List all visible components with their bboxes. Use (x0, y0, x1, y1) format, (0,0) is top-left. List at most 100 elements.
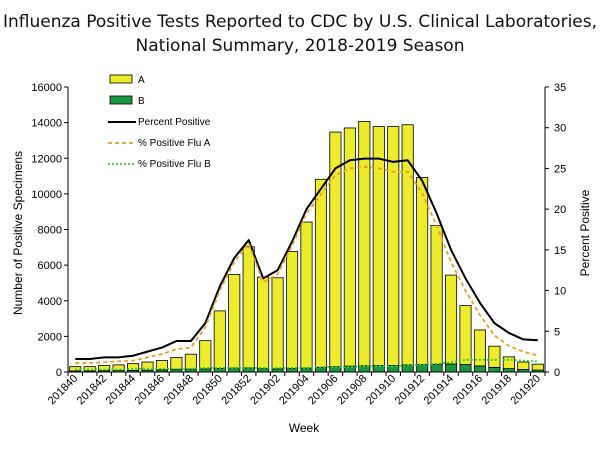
y-tick-label: 12000 (31, 153, 62, 165)
bar-a-201842 (98, 365, 111, 372)
bar-a-201847 (170, 356, 183, 370)
bar-a-201841 (83, 366, 96, 372)
bar-a-201903 (286, 251, 299, 369)
x-tick-label: 201852 (219, 373, 253, 407)
bar-b-201904 (300, 367, 313, 373)
bar-b-201909 (372, 365, 385, 373)
y-tick-label: 6000 (38, 260, 62, 272)
x-tick-label: 201916 (451, 373, 485, 407)
bar-b-201915 (459, 364, 472, 373)
bar-a-201850 (213, 310, 226, 369)
bar-a-201920 (531, 363, 544, 371)
bar-b-201912 (416, 364, 429, 373)
bar-a-201904 (300, 221, 313, 369)
x-tick-label: 201912 (393, 373, 427, 407)
x-tick-label: 201908 (335, 373, 369, 407)
bar-a-201849 (199, 340, 212, 370)
bar-b-201914 (445, 363, 458, 373)
legend-label-positive-flu-b: % Positive Flu B (138, 159, 211, 170)
bar-a-201852 (242, 246, 255, 369)
title-line-2: National Summary, 2018-2019 Season (136, 36, 465, 56)
chart-title: Influenza Positive Tests Reported to CDC… (3, 12, 597, 56)
x-tick-label: 201904 (277, 373, 311, 407)
y-tick-label: 16000 (31, 82, 62, 94)
bar-a-201907 (343, 127, 356, 367)
x-tick-label: 201846 (133, 373, 167, 407)
bar-b-201907 (343, 365, 356, 373)
bar-a-201848 (184, 353, 197, 370)
bar-b-201910 (387, 365, 400, 373)
y-tick-label: 8000 (38, 225, 62, 237)
bar-b-201903 (286, 368, 299, 373)
bar-a-201919 (517, 361, 530, 370)
bar-b-201901 (257, 368, 270, 373)
bar-a-201916 (473, 329, 486, 367)
bar-a-201914 (445, 274, 458, 365)
y2-tick-label: 10 (554, 286, 566, 298)
y-tick-label: 10000 (31, 189, 62, 201)
line-percent-positive (75, 157, 538, 360)
y2-tick-label: 5 (554, 326, 560, 338)
y-axis-title: Number of Positive Specimens (11, 151, 25, 315)
y2-tick-label: 15 (554, 245, 566, 257)
x-tick-label: 201840 (46, 373, 80, 407)
bar-b-201917 (488, 366, 501, 373)
y2-axis-title: Percent Positive (578, 189, 592, 276)
bar-b-201850 (213, 368, 226, 373)
line-positive-flu-b (75, 358, 538, 371)
y2-tick-label: 30 (554, 123, 566, 135)
bar-a-201909 (372, 126, 385, 366)
x-tick-label: 201842 (75, 373, 109, 407)
bar-b-201918 (502, 368, 515, 373)
bar-a-201845 (141, 361, 154, 371)
bar-a-201843 (112, 364, 125, 371)
x-tick-label: 201848 (162, 373, 196, 407)
bar-a-201918 (502, 356, 515, 370)
bar-a-201912 (416, 177, 429, 365)
y-tick-label: 2000 (38, 331, 62, 343)
bar-series-group (69, 120, 544, 373)
x-tick-label: 201906 (306, 373, 340, 407)
y2-tick-label: 0 (554, 367, 560, 379)
legend-swatch-b (109, 95, 133, 105)
bar-a-201910 (387, 126, 400, 366)
line-series-group (75, 157, 539, 371)
bar-a-201846 (155, 360, 168, 371)
y2-tick-label: 35 (554, 82, 566, 94)
legend: AB Percent Positive % Positive Flu A % Posi… (108, 74, 211, 170)
bar-b-201851 (228, 367, 241, 373)
bar-a-201851 (228, 273, 241, 369)
bar-a-201844 (127, 363, 140, 371)
y-tick-label: 14000 (31, 118, 62, 130)
x-tick-label: 201920 (508, 373, 542, 407)
bar-a-201917 (488, 345, 501, 368)
x-tick-label: 201902 (248, 373, 282, 407)
x-tick-label: 201918 (480, 373, 514, 407)
bar-a-201913 (430, 224, 443, 365)
legend-label-percent-positive: Percent Positive (138, 117, 211, 128)
legend-label-positive-flu-a: % Positive Flu A (138, 138, 211, 149)
line-positive-flu-a (75, 165, 539, 364)
legend-label-b: B (138, 96, 145, 107)
legend-swatch-a (109, 74, 133, 84)
x-tick-label: 201914 (422, 373, 456, 407)
plot-area: 0 2000 4000 6000 8000 10000 12000 14000 16000 0 5 1… (31, 82, 566, 407)
bar-a-201915 (459, 305, 472, 365)
x-axis-title: Week (289, 421, 320, 435)
bar-a-201901 (257, 276, 270, 370)
bar-b-201913 (430, 363, 443, 373)
bar-a-201840 (69, 366, 82, 372)
bar-a-201902 (271, 277, 284, 370)
y-tick-label: 4000 (38, 296, 62, 308)
bar-a-201905 (314, 178, 327, 368)
title-line-1: Influenza Positive Tests Reported to CDC… (3, 12, 597, 32)
x-tick-label: 201844 (104, 373, 138, 407)
legend-label-a: A (138, 75, 145, 86)
y2-tick-label: 25 (554, 163, 566, 175)
x-tick-label: 201910 (364, 373, 398, 407)
bar-b-201916 (473, 365, 486, 373)
y2-tick-label: 20 (554, 204, 566, 216)
x-tick-label: 201850 (190, 373, 224, 407)
y-tick-label: 0 (56, 367, 62, 379)
